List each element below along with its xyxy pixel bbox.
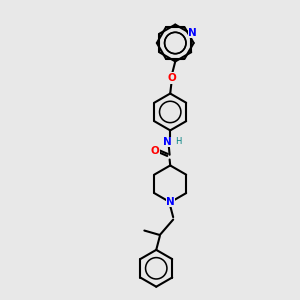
Text: N: N [188,28,197,38]
Text: H: H [175,137,181,146]
Text: N: N [166,197,175,207]
Text: O: O [151,146,160,156]
Text: N: N [164,137,172,147]
Text: O: O [167,73,176,83]
